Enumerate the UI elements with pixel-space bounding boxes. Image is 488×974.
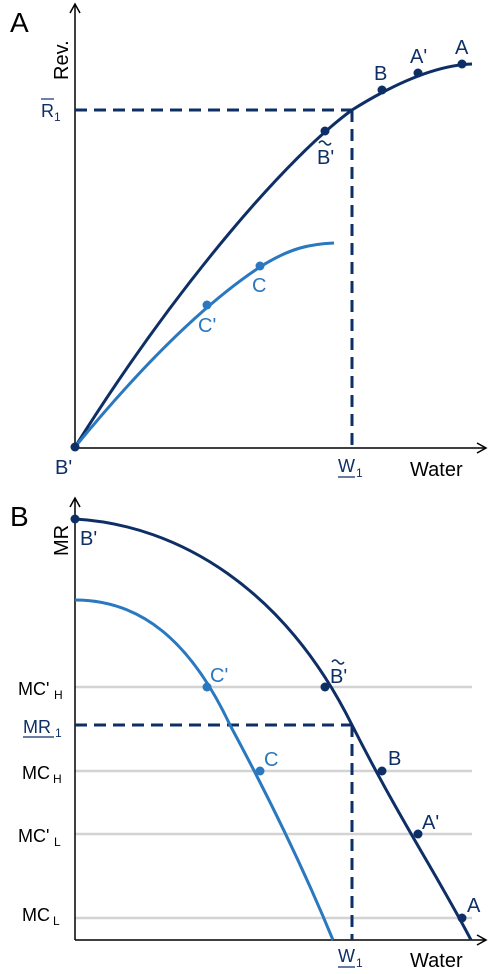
panel-a-label: A [10, 7, 29, 38]
panel-a-point-b-prime [70, 442, 80, 452]
panel-a-tilde-mark [318, 140, 332, 146]
panel-a-point-a-prime [413, 68, 423, 78]
panel-b-mc-h-label: MC H [22, 763, 62, 786]
panel-a-label-b-prime: B' [55, 457, 72, 479]
panel-a-label-c: C [252, 275, 266, 297]
panel-b-mr1-label: MR 1 [23, 717, 62, 740]
panel-b-mc-l-main: MC [22, 905, 50, 925]
panel-a-label-a-prime: A' [410, 46, 427, 68]
panel-b-mc-l-sub: L [53, 914, 60, 928]
panel-a-r1-sub: 1 [54, 110, 61, 124]
panel-b-w1-main: W [338, 946, 355, 966]
panel-b-w1-label: W 1 [338, 946, 363, 970]
panel-a-point-c [255, 261, 265, 271]
panel-b-point-b-tilde [320, 682, 330, 692]
panel-a-r1-main: R [41, 101, 54, 121]
panel-b-light-mr-curve [74, 598, 335, 941]
panel-b-x-axis-label: Water [410, 950, 463, 972]
panel-b-point-a [457, 913, 467, 923]
panel-b-dark-mr-curve [74, 517, 473, 941]
panel-a-point-b [377, 85, 387, 95]
panel-a-label-b: B [374, 63, 387, 85]
panel-b-mc-h-prime-main: MC' [18, 679, 49, 699]
panel-a-r1-label: R 1 [41, 98, 61, 124]
panel-a-point-c-prime [202, 300, 212, 310]
panel-b-point-a-prime [413, 829, 423, 839]
panel-a-label-b-tilde-text: B' [317, 147, 334, 169]
panel-b-tilde-mark [331, 659, 345, 665]
panel-b-point-b [377, 766, 387, 776]
panel-a-w1-label: W 1 [338, 456, 363, 480]
panel-b-mc-l-prime-label: MC' L [18, 826, 61, 849]
panel-a-w1-sub: 1 [356, 466, 363, 480]
panel-b-mr1-sub: 1 [55, 726, 62, 740]
panel-b-label-b: B [388, 748, 401, 770]
panel-b-mr1-main: MR [23, 717, 51, 737]
panel-a-label-a: A [455, 37, 469, 59]
panel-b-mc-l-prime-main: MC' [18, 826, 49, 846]
panel-b-label-b-tilde: B' [330, 659, 347, 688]
panel-a-point-a [457, 59, 467, 69]
panel-a-point-b-tilde [320, 126, 330, 136]
panel-b-point-c-prime [202, 682, 212, 692]
panel-a-light-revenue-curve [73, 241, 335, 448]
panel-a-y-axis-label: Rev. [51, 40, 73, 80]
panel-b-mc-h-prime-sub: H [54, 688, 63, 702]
panel-b-mc-h-prime-label: MC' H [18, 679, 63, 702]
panel-a-label-c-prime: C' [198, 315, 216, 337]
panel-a-x-axis-label: Water [410, 459, 463, 481]
panel-b-mc-l-prime-sub: L [54, 835, 61, 849]
panel-b-mc-h-sub: H [53, 772, 62, 786]
panel-b-label-a: A [467, 895, 481, 917]
panel-a: A Rev. Water R 1 W 1 A [10, 2, 488, 481]
panel-b-w1-sub: 1 [356, 956, 363, 970]
panel-b-label-b-tilde-text: B' [330, 666, 347, 688]
panel-a-dark-revenue-curve [73, 62, 473, 448]
panel-b-label-c-prime: C' [210, 665, 228, 687]
panel-b-point-b-prime [70, 514, 80, 524]
panel-b-label-a-prime: A' [422, 812, 439, 834]
panel-b-mc-h-main: MC [22, 763, 50, 783]
panel-b-label: B [10, 501, 29, 532]
panel-b-label-b-prime: B' [80, 528, 97, 550]
panel-b-y-axis-label: MR [51, 525, 73, 556]
panel-a-w1-main: W [338, 456, 355, 476]
panel-a-label-b-tilde: B' [317, 140, 334, 169]
panel-b-point-c [255, 766, 265, 776]
panel-b: B MR Water MC' H MR 1 MC H MC' L [10, 496, 488, 972]
panel-b-mc-l-label: MC L [22, 905, 60, 928]
panel-b-label-c: C [264, 749, 278, 771]
